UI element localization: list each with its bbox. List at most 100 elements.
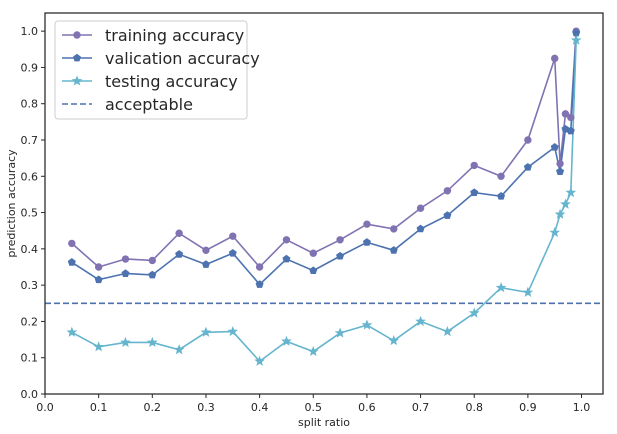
data-point-testing xyxy=(173,344,185,355)
legend-label: testing accuracy xyxy=(105,72,238,91)
data-point-testing xyxy=(281,335,292,346)
data-point-valication xyxy=(566,126,575,135)
y-tick-label: 0.0 xyxy=(21,388,39,401)
data-point-training xyxy=(68,239,76,248)
x-tick-label: 0.8 xyxy=(465,401,483,414)
data-point-testing xyxy=(388,335,400,346)
x-axis-label: split ratio xyxy=(298,416,350,429)
y-tick-label: 0.6 xyxy=(21,170,39,183)
data-point-valication xyxy=(336,251,345,260)
data-point-valication xyxy=(443,211,452,219)
y-tick-label: 0.7 xyxy=(21,134,39,147)
data-point-testing xyxy=(560,198,571,209)
data-point-training xyxy=(202,246,210,255)
legend-label: acceptable xyxy=(105,95,193,114)
data-point-valication xyxy=(255,280,264,288)
data-point-training xyxy=(309,249,317,257)
data-point-testing xyxy=(93,341,104,352)
legend-box xyxy=(54,20,248,120)
data-point-training xyxy=(567,113,575,122)
x-axis: 0.0 0.1 0.2 0.3 0.4 0.5 0.6 0.7 0.8 0.9 1.0 xyxy=(36,394,590,414)
y-tick-label: 0.1 xyxy=(21,352,39,365)
data-point-valication xyxy=(175,250,184,258)
legend-entry: acceptable xyxy=(62,95,193,114)
data-point-training xyxy=(551,54,559,63)
data-point-training xyxy=(363,220,371,228)
legend-label: training accuracy xyxy=(105,26,244,45)
legend: training accuracy valication accuracy test… xyxy=(54,20,260,120)
data-point-testing xyxy=(549,226,561,238)
data-point-training xyxy=(121,255,130,263)
data-point-testing xyxy=(334,327,346,338)
data-point-testing xyxy=(227,326,239,337)
data-point-valication xyxy=(470,188,479,197)
legend-entry: training accuracy xyxy=(62,26,244,45)
x-tick-label: 0.5 xyxy=(305,401,323,414)
data-point-testing xyxy=(570,34,582,45)
data-point-training xyxy=(229,232,237,240)
data-point-testing xyxy=(146,336,158,347)
data-point-testing xyxy=(522,286,534,297)
plot-frame xyxy=(44,12,604,395)
data-point-valication xyxy=(416,224,425,233)
data-point-testing xyxy=(554,208,566,219)
y-axis: 0.0 0.1 0.2 0.3 0.4 0.5 0.6 0.7 0.8 0.9 1.0 xyxy=(21,25,45,401)
data-point-valication xyxy=(497,192,506,200)
data-point-valication xyxy=(309,266,318,275)
x-tick-label: 0.9 xyxy=(519,401,537,414)
x-tick-label: 0.6 xyxy=(358,401,376,414)
data-point-valication xyxy=(228,248,237,257)
data-point-training xyxy=(497,172,505,180)
y-tick-label: 0.8 xyxy=(21,98,39,111)
data-point-training xyxy=(390,225,398,233)
data-point-testing xyxy=(120,336,131,347)
y-tick-label: 0.9 xyxy=(21,61,39,74)
legend-swatch-marker xyxy=(72,53,82,62)
data-point-valication xyxy=(362,238,371,246)
data-point-training xyxy=(175,229,183,237)
y-tick-label: 0.5 xyxy=(21,207,39,220)
y-tick-label: 1.0 xyxy=(21,25,39,38)
y-tick-label: 0.3 xyxy=(21,279,39,292)
data-point-training xyxy=(556,159,564,168)
data-point-testing xyxy=(565,187,577,198)
data-point-valication xyxy=(148,270,157,279)
x-tick-label: 0.3 xyxy=(197,401,215,414)
data-point-valication xyxy=(556,167,565,175)
data-point-testing xyxy=(200,326,212,337)
data-point-valication xyxy=(201,260,210,268)
data-point-valication xyxy=(282,254,291,263)
data-point-testing xyxy=(254,355,265,366)
data-point-valication xyxy=(121,269,130,277)
data-point-testing xyxy=(66,326,78,337)
data-point-testing xyxy=(415,315,426,326)
x-tick-label: 0.1 xyxy=(90,401,108,414)
data-point-valication xyxy=(523,162,532,171)
data-point-testing xyxy=(442,325,453,337)
legend-label: valication accuracy xyxy=(105,49,260,68)
data-point-training xyxy=(255,263,264,271)
legend-swatch-marker xyxy=(71,75,83,86)
data-point-testing xyxy=(361,319,373,330)
series-markers xyxy=(66,27,582,366)
data-point-training xyxy=(524,136,532,144)
x-tick-label: 0.4 xyxy=(251,401,269,414)
data-point-testing xyxy=(307,345,319,357)
data-point-training xyxy=(94,263,103,271)
data-point-training xyxy=(336,236,344,244)
data-point-training xyxy=(148,256,157,265)
y-tick-label: 0.4 xyxy=(21,243,39,256)
legend-swatch-marker xyxy=(73,31,81,39)
y-axis-label: prediction accuracy xyxy=(5,149,18,258)
legend-entry: testing accuracy xyxy=(62,72,238,91)
data-point-valication xyxy=(389,246,398,254)
data-point-valication xyxy=(550,143,559,151)
data-point-training xyxy=(470,161,478,170)
data-point-training xyxy=(282,236,291,244)
x-tick-label: 1.0 xyxy=(573,401,591,414)
legend-entry: valication accuracy xyxy=(62,49,260,68)
data-point-valication xyxy=(94,275,103,284)
x-tick-label: 0.7 xyxy=(412,401,430,414)
x-tick-label: 0.2 xyxy=(144,401,162,414)
